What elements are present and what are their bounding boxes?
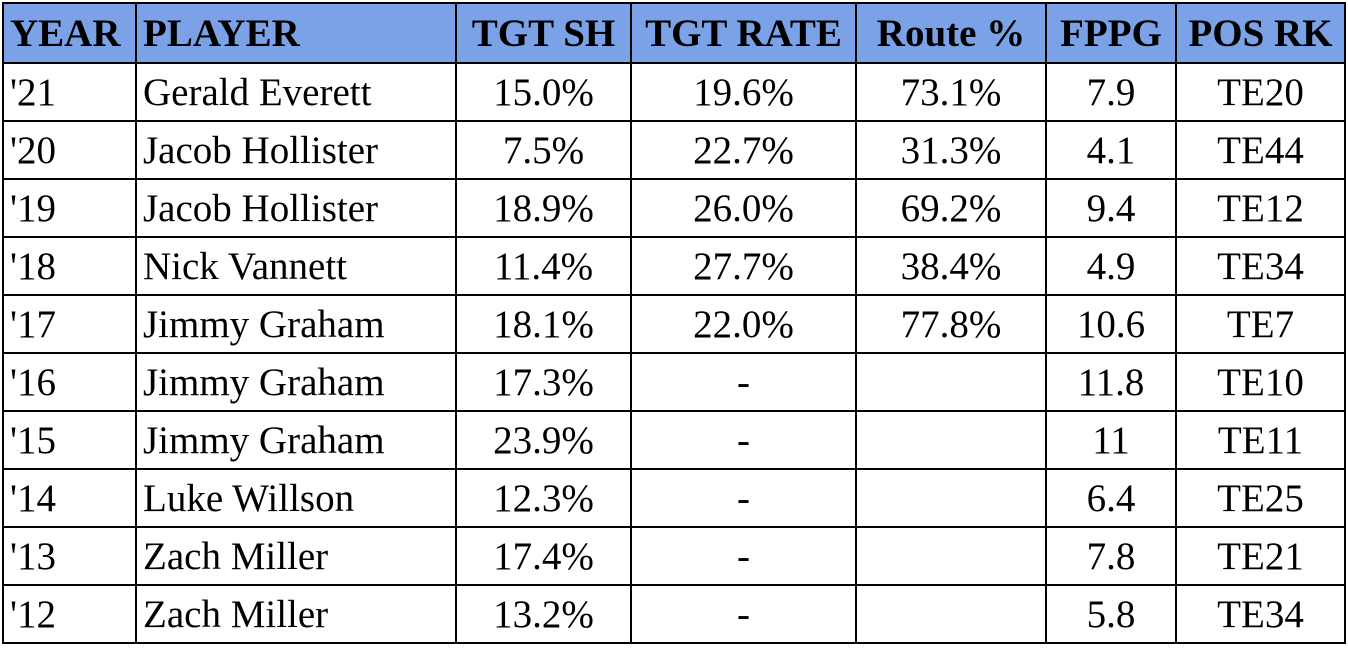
header-row: YEAR PLAYER TGT SH TGT RATE Route % FPPG POS R…: [2, 2, 1346, 64]
table-cell: '21: [2, 62, 137, 122]
table-row: '18 Nick Vannett 11.4% 27.7% 38.4% 4.9 TE34: [2, 236, 1346, 296]
table-cell: 17.3%: [455, 352, 632, 412]
table-row: '21 Gerald Everett 15.0% 19.6% 73.1% 7.9 TE20: [2, 62, 1346, 122]
table-cell: 23.9%: [455, 410, 632, 470]
table-row: '13 Zach Miller 17.4% - 7.8 TE21: [2, 526, 1346, 586]
table-cell: TE34: [1175, 584, 1346, 644]
header-cell: TGT SH: [455, 2, 632, 64]
table-row: '20 Jacob Hollister 7.5% 22.7% 31.3% 4.1 TE44: [2, 120, 1346, 180]
table-cell: 4.1: [1045, 120, 1177, 180]
table-cell: '14: [2, 468, 137, 528]
table-cell: 11: [1045, 410, 1177, 470]
table-cell: [855, 584, 1047, 644]
table-cell: TE25: [1175, 468, 1346, 528]
table-row: '14 Luke Willson 12.3% - 6.4 TE25: [2, 468, 1346, 528]
table-cell: Jimmy Graham: [135, 294, 457, 354]
table-row: '15 Jimmy Graham 23.9% - 11 TE11: [2, 410, 1346, 470]
header-cell: FPPG: [1045, 2, 1177, 64]
table-cell: Jacob Hollister: [135, 178, 457, 238]
table-cell: 73.1%: [855, 62, 1047, 122]
table-cell: 27.7%: [630, 236, 857, 296]
header-cell: PLAYER: [135, 2, 457, 64]
table-cell: Luke Willson: [135, 468, 457, 528]
table-cell: 15.0%: [455, 62, 632, 122]
table-cell: '16: [2, 352, 137, 412]
table-cell: 7.9: [1045, 62, 1177, 122]
table-cell: 26.0%: [630, 178, 857, 238]
table-cell: Zach Miller: [135, 526, 457, 586]
table-cell: 22.0%: [630, 294, 857, 354]
table-cell: 4.9: [1045, 236, 1177, 296]
table-cell: -: [630, 468, 857, 528]
table-cell: -: [630, 410, 857, 470]
header-cell: TGT RATE: [630, 2, 857, 64]
table-cell: 18.1%: [455, 294, 632, 354]
table-cell: Jacob Hollister: [135, 120, 457, 180]
table-cell: TE21: [1175, 526, 1346, 586]
table-cell: '20: [2, 120, 137, 180]
table-cell: 18.9%: [455, 178, 632, 238]
table-cell: '12: [2, 584, 137, 644]
table-cell: 11.8: [1045, 352, 1177, 412]
table-cell: 31.3%: [855, 120, 1047, 180]
table-cell: '13: [2, 526, 137, 586]
table-cell: '18: [2, 236, 137, 296]
table-cell: 13.2%: [455, 584, 632, 644]
table-cell: 5.8: [1045, 584, 1177, 644]
table-cell: '17: [2, 294, 137, 354]
table-cell: 11.4%: [455, 236, 632, 296]
table-row: '19 Jacob Hollister 18.9% 26.0% 69.2% 9.4 TE12: [2, 178, 1346, 238]
table-cell: TE34: [1175, 236, 1346, 296]
table-cell: [855, 352, 1047, 412]
table-cell: [855, 526, 1047, 586]
table-body: '21 Gerald Everett 15.0% 19.6% 73.1% 7.9 TE20 '…: [2, 62, 1346, 644]
table-cell: TE12: [1175, 178, 1346, 238]
table-cell: 6.4: [1045, 468, 1177, 528]
table-cell: Jimmy Graham: [135, 410, 457, 470]
table-cell: Nick Vannett: [135, 236, 457, 296]
table-cell: TE20: [1175, 62, 1346, 122]
table-cell: [855, 410, 1047, 470]
table-cell: 19.6%: [630, 62, 857, 122]
table-cell: -: [630, 584, 857, 644]
table-cell: 22.7%: [630, 120, 857, 180]
table-cell: TE10: [1175, 352, 1346, 412]
table-row: '12 Zach Miller 13.2% - 5.8 TE34: [2, 584, 1346, 644]
header-cell: Route %: [855, 2, 1047, 64]
table-row: '16 Jimmy Graham 17.3% - 11.8 TE10: [2, 352, 1346, 412]
table-cell: 9.4: [1045, 178, 1177, 238]
table-cell: '19: [2, 178, 137, 238]
table-cell: TE44: [1175, 120, 1346, 180]
table-cell: -: [630, 352, 857, 412]
table-cell: -: [630, 526, 857, 586]
stats-table: YEAR PLAYER TGT SH TGT RATE Route % FPPG POS R…: [2, 2, 1346, 644]
table-cell: TE7: [1175, 294, 1346, 354]
table-head: YEAR PLAYER TGT SH TGT RATE Route % FPPG POS R…: [2, 2, 1346, 64]
header-cell: YEAR: [2, 2, 137, 64]
table-cell: 7.5%: [455, 120, 632, 180]
table-cell: '15: [2, 410, 137, 470]
table-cell: 69.2%: [855, 178, 1047, 238]
table-cell: 38.4%: [855, 236, 1047, 296]
table-row: '17 Jimmy Graham 18.1% 22.0% 77.8% 10.6 TE7: [2, 294, 1346, 354]
table-cell: [855, 468, 1047, 528]
table-cell: 10.6: [1045, 294, 1177, 354]
table-cell: 77.8%: [855, 294, 1047, 354]
table-cell: Gerald Everett: [135, 62, 457, 122]
table-cell: 12.3%: [455, 468, 632, 528]
header-cell: POS RK: [1175, 2, 1346, 64]
table-cell: Jimmy Graham: [135, 352, 457, 412]
table-cell: TE11: [1175, 410, 1346, 470]
table-cell: 7.8: [1045, 526, 1177, 586]
table-cell: 17.4%: [455, 526, 632, 586]
table-cell: Zach Miller: [135, 584, 457, 644]
